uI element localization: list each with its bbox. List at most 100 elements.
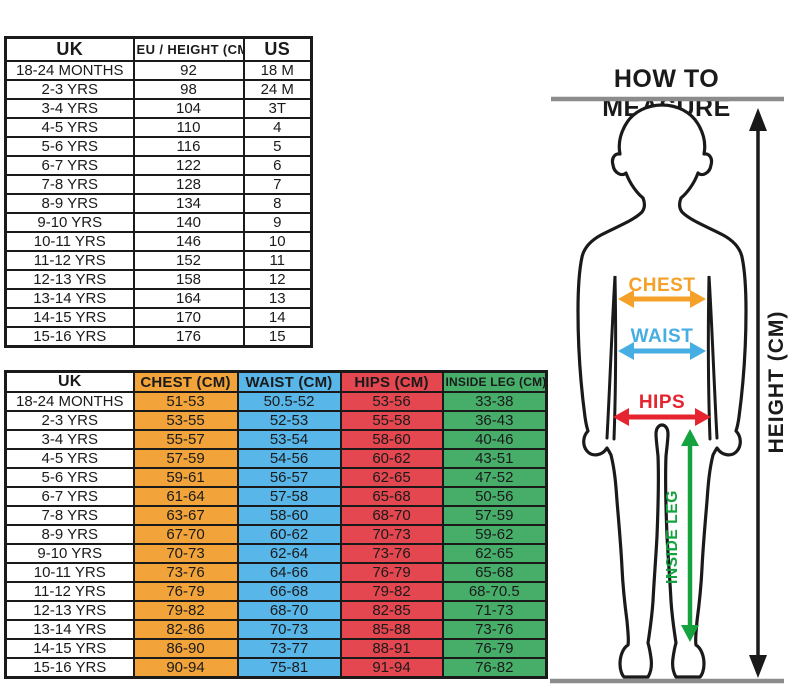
column-header: US — [242, 36, 313, 62]
table-cell: 140 — [132, 212, 245, 233]
table-cell: 8-9 YRS — [4, 193, 135, 214]
table-cell: 122 — [132, 155, 245, 176]
table-cell: 14-15 YRS — [4, 638, 135, 659]
column-header: EU / HEIGHT (CM) — [132, 36, 245, 62]
hips-arrow: HIPS — [613, 392, 711, 426]
table-cell: 3-4 YRS — [4, 98, 135, 119]
table-cell: 57-59 — [441, 505, 548, 526]
table-cell: 55-57 — [132, 429, 239, 450]
table-cell: 51-53 — [132, 391, 239, 412]
table-cell: 60-62 — [236, 524, 342, 545]
table-row: 10-11 YRS 73-76 64-66 76-79 65-68 — [4, 562, 548, 583]
table-row: 18-24 MONTHS 92 18 M — [4, 60, 313, 81]
table-cell: 10-11 YRS — [4, 562, 135, 583]
table-cell: 170 — [132, 307, 245, 328]
size-conversion-header: UK EU / HEIGHT (CM) US — [4, 36, 313, 62]
table-cell: 8 — [242, 193, 313, 214]
table-row: 4-5 YRS 110 4 — [4, 117, 313, 138]
table-cell: 12 — [242, 269, 313, 290]
table-cell: 13 — [242, 288, 313, 309]
table-cell: 158 — [132, 269, 245, 290]
table-cell: 3-4 YRS — [4, 429, 135, 450]
table-cell: 76-82 — [441, 657, 548, 679]
table-cell: 5 — [242, 136, 313, 157]
table-cell: 14 — [242, 307, 313, 328]
chest-arrow: CHEST — [618, 275, 706, 308]
column-header: INSIDE LEG (CM) — [441, 370, 548, 393]
table-cell: 6 — [242, 155, 313, 176]
table-cell: 73-77 — [236, 638, 342, 659]
table-cell: 24 M — [242, 79, 313, 100]
table-cell: 18-24 MONTHS — [4, 391, 135, 412]
right-arm-gap-line — [706, 275, 719, 441]
table-cell: 12-13 YRS — [4, 269, 135, 290]
table-cell: 176 — [132, 326, 245, 348]
table-cell: 4-5 YRS — [4, 448, 135, 469]
table-cell: 10-11 YRS — [4, 231, 135, 252]
table-cell: 2-3 YRS — [4, 79, 135, 100]
table-cell: 15-16 YRS — [4, 326, 135, 348]
table-row: 4-5 YRS 57-59 54-56 60-62 43-51 — [4, 448, 548, 469]
table-cell: 33-38 — [441, 391, 548, 412]
table-cell: 91-94 — [339, 657, 444, 679]
table-row: 5-6 YRS 116 5 — [4, 136, 313, 157]
table-cell: 11-12 YRS — [4, 250, 135, 271]
table-cell: 3T — [242, 98, 313, 119]
table-cell: 86-90 — [132, 638, 239, 659]
table-cell: 85-88 — [339, 619, 444, 640]
table-cell: 50.5-52 — [236, 391, 342, 412]
table-cell: 73-76 — [132, 562, 239, 583]
table-cell: 52-53 — [236, 410, 342, 431]
table-cell: 64-66 — [236, 562, 342, 583]
table-cell: 53-54 — [236, 429, 342, 450]
table-cell: 68-70 — [339, 505, 444, 526]
table-row: 5-6 YRS 59-61 56-57 62-65 47-52 — [4, 467, 548, 488]
body-measurement-body: 18-24 MONTHS 51-53 50.5-52 53-56 33-38 2-3 YR… — [4, 391, 548, 679]
table-cell: 47-52 — [441, 467, 548, 488]
table-cell: 57-58 — [236, 486, 342, 507]
inside-leg-arrow: INSIDE LEG — [664, 429, 699, 642]
table-cell: 5-6 YRS — [4, 136, 135, 157]
table-row: 3-4 YRS 104 3T — [4, 98, 313, 119]
table-cell: 75-81 — [236, 657, 342, 679]
body-measurement-table: UK CHEST (CM) WAIST (CM) HIPS (CM) INSIDE LE… — [4, 370, 548, 679]
header-row: UK EU / HEIGHT (CM) US — [4, 36, 313, 62]
table-cell: 76-79 — [339, 562, 444, 583]
table-cell: 61-64 — [132, 486, 239, 507]
table-row: 7-8 YRS 63-67 58-60 68-70 57-59 — [4, 505, 548, 526]
table-cell: 40-46 — [441, 429, 548, 450]
table-cell: 4-5 YRS — [4, 117, 135, 138]
table-cell: 8-9 YRS — [4, 524, 135, 545]
column-header: CHEST (CM) — [132, 370, 239, 393]
table-row: 13-14 YRS 164 13 — [4, 288, 313, 309]
table-cell: 66-68 — [236, 581, 342, 602]
table-cell: 18-24 MONTHS — [4, 60, 135, 81]
table-cell: 104 — [132, 98, 245, 119]
column-header: UK — [4, 36, 135, 62]
table-cell: 36-43 — [441, 410, 548, 431]
table-cell: 82-86 — [132, 619, 239, 640]
chest-label: CHEST — [629, 275, 696, 296]
table-cell: 4 — [242, 117, 313, 138]
table-row: 11-12 YRS 76-79 66-68 79-82 68-70.5 — [4, 581, 548, 602]
table-cell: 67-70 — [132, 524, 239, 545]
table-row: 12-13 YRS 158 12 — [4, 269, 313, 290]
table-row: 18-24 MONTHS 51-53 50.5-52 53-56 33-38 — [4, 391, 548, 412]
size-conversion-body: 18-24 MONTHS 92 18 M 2-3 YRS 98 24 M 3-4 YRS 10… — [4, 60, 313, 348]
table-row: 15-16 YRS 90-94 75-81 91-94 76-82 — [4, 657, 548, 679]
table-row: 11-12 YRS 152 11 — [4, 250, 313, 271]
column-header: HIPS (CM) — [339, 370, 444, 393]
hips-label: HIPS — [639, 392, 685, 413]
table-cell: 70-73 — [236, 619, 342, 640]
table-cell: 73-76 — [441, 619, 548, 640]
table-row: 6-7 YRS 122 6 — [4, 155, 313, 176]
table-cell: 54-56 — [236, 448, 342, 469]
table-cell: 9-10 YRS — [4, 543, 135, 564]
table-cell: 7-8 YRS — [4, 174, 135, 195]
table-cell: 57-59 — [132, 448, 239, 469]
table-row: 9-10 YRS 70-73 62-64 73-76 62-65 — [4, 543, 548, 564]
table-row: 2-3 YRS 53-55 52-53 55-58 36-43 — [4, 410, 548, 431]
table-cell: 71-73 — [441, 600, 548, 621]
table-cell: 9-10 YRS — [4, 212, 135, 233]
